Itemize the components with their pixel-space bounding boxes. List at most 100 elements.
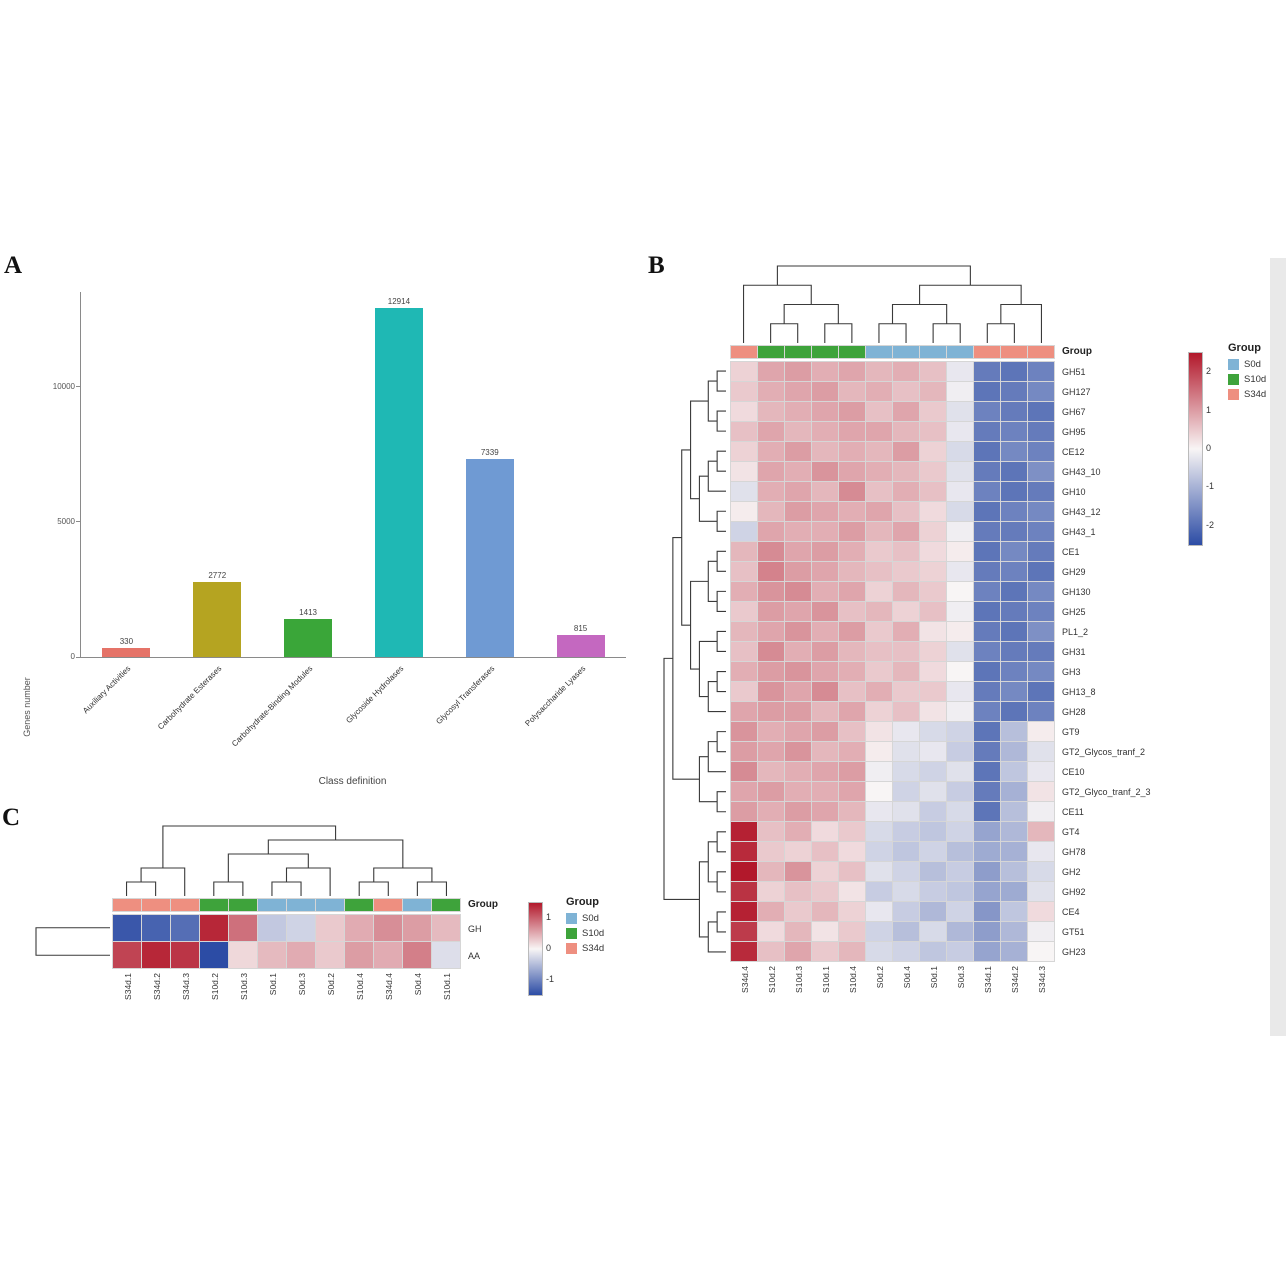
heatmap-row-label: GH78	[1062, 847, 1086, 857]
heatmap-cell	[812, 842, 838, 861]
heatmap-cell	[893, 362, 919, 381]
heatmap-cell	[866, 622, 892, 641]
heatmap-cell	[839, 882, 865, 901]
heatmap-cell	[785, 902, 811, 921]
heatmap-cell	[866, 742, 892, 761]
heatmap-column-label: S34d.1	[982, 966, 993, 993]
heatmap-cell	[974, 702, 1000, 721]
legend-label-S0d: S0d	[582, 913, 599, 924]
heatmap-cell	[758, 842, 784, 861]
bar	[284, 618, 333, 657]
colorbar-tick-label: 1	[546, 912, 552, 923]
legend-swatch-S10d	[1228, 374, 1239, 385]
heatmap-cell	[893, 422, 919, 441]
heatmap-cell	[974, 922, 1000, 941]
bar-value-label: 1413	[299, 607, 317, 617]
heatmap-row-label: GH31	[1062, 647, 1086, 657]
heatmap-cell	[758, 442, 784, 461]
heatmap-cell	[974, 882, 1000, 901]
panel-b-label: B	[648, 252, 665, 279]
heatmap-row-label: GT2_Glycos_tranf_2	[1062, 747, 1146, 757]
heatmap-cell	[893, 602, 919, 621]
panel-a-label: A	[4, 252, 23, 279]
heatmap-cell	[758, 802, 784, 821]
heatmap-cell	[893, 582, 919, 601]
heatmap-cell	[920, 862, 946, 881]
heatmap-cell	[974, 762, 1000, 781]
heatmap-cell	[1001, 702, 1027, 721]
column-label-slot: S0d.4	[893, 966, 920, 1028]
heatmap-cell	[758, 782, 784, 801]
heatmap-cell	[920, 802, 946, 821]
heatmap-cell	[866, 822, 892, 841]
heatmap-cell	[785, 682, 811, 701]
heatmap-cell	[839, 782, 865, 801]
group-annotation-cell	[758, 346, 784, 358]
y-tick-mark	[76, 521, 81, 523]
heatmap-column-label: S34d.2	[151, 973, 162, 1000]
heatmap-cell	[785, 562, 811, 581]
heatmap-cell	[974, 782, 1000, 801]
heatmap-column-label: S34d.3	[1036, 966, 1047, 993]
heatmap-cell	[731, 462, 757, 481]
heatmap-cell	[731, 382, 757, 401]
group-annotation-cell	[839, 346, 865, 358]
column-label-slot: S10d.4	[345, 973, 374, 1035]
heatmap-cell	[947, 622, 973, 641]
heatmap-cell	[812, 362, 838, 381]
heatmap-cell	[785, 842, 811, 861]
heatmap-cell	[974, 362, 1000, 381]
heatmap-cell	[866, 362, 892, 381]
heatmap-cell	[974, 902, 1000, 921]
heatmap-cell	[947, 362, 973, 381]
heatmap-cell	[785, 522, 811, 541]
group-annotation-title-b: Group	[1062, 346, 1092, 357]
heatmap-cell	[974, 462, 1000, 481]
heatmap-cell	[920, 702, 946, 721]
heatmap-cell	[974, 582, 1000, 601]
heatmap-cell	[171, 942, 199, 968]
heatmap-cell	[866, 882, 892, 901]
heatmap-cell	[1028, 442, 1054, 461]
heatmap-cell	[920, 902, 946, 921]
heatmap-cell	[839, 502, 865, 521]
bar-value-label: 815	[573, 623, 588, 633]
column-label-slot: S34d.2	[1001, 966, 1028, 1028]
heatmap-cell	[785, 402, 811, 421]
heatmap-cell	[974, 442, 1000, 461]
heatmap-cell	[812, 442, 838, 461]
heatmap-cell	[785, 462, 811, 481]
heatmap-cell	[920, 502, 946, 521]
heatmap-cell	[1028, 642, 1054, 661]
heatmap-cell	[229, 942, 257, 968]
heatmap-cell	[1028, 502, 1054, 521]
heatmap-cell	[812, 402, 838, 421]
heatmap-column-label: S0d.1	[267, 973, 278, 996]
heatmap-cell	[866, 682, 892, 701]
heatmap-cell	[866, 922, 892, 941]
group-annotation-cell	[287, 899, 315, 911]
heatmap-column-label: S0d.4	[412, 973, 423, 996]
heatmap-cell	[920, 842, 946, 861]
legend-swatch-S34d	[1228, 389, 1239, 400]
heatmap-cell	[947, 442, 973, 461]
heatmap-column-label: S10d.2	[209, 973, 220, 1000]
heatmap-cell	[1001, 402, 1027, 421]
heatmap-cell	[947, 762, 973, 781]
heatmap-cell	[947, 422, 973, 441]
heatmap-cell	[1028, 942, 1054, 961]
heatmap-cell	[947, 822, 973, 841]
heatmap-cell	[839, 842, 865, 861]
heatmap-column-label: S10d.1	[820, 966, 831, 993]
heatmap-cell	[1028, 582, 1054, 601]
heatmap-cell	[839, 862, 865, 881]
heatmap-cell	[258, 942, 286, 968]
heatmap-cell	[1001, 382, 1027, 401]
heatmap-cell	[731, 522, 757, 541]
heatmap-cell	[731, 362, 757, 381]
heatmap-cell	[893, 882, 919, 901]
heatmap-grid-c	[112, 914, 461, 969]
heatmap-cell	[893, 922, 919, 941]
heatmap-cell	[920, 622, 946, 641]
heatmap-cell	[974, 602, 1000, 621]
